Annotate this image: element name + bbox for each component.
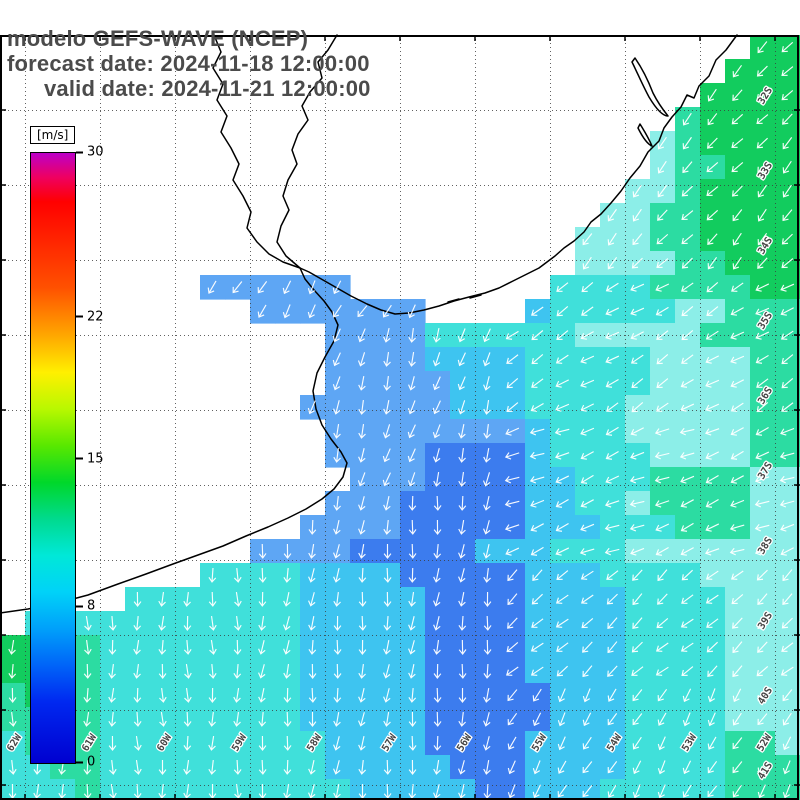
map-frame-layer [0, 35, 800, 800]
colorbar-gradient [30, 152, 76, 764]
ocean-field-layer [0, 35, 800, 800]
colorbar: [m/s] 30 22 15 8 0 [28, 126, 148, 770]
grid-layer [0, 35, 800, 800]
colorbar-tick-label: 0 [87, 754, 96, 770]
coastline-layer [0, 34, 738, 614]
colorbar-tick-mark [76, 457, 83, 460]
colorbar-tick: 15 [76, 451, 104, 466]
valid-date-label: valid date: 2024-11-21 12:00:00 [44, 76, 371, 101]
colorbar-tick-label: 22 [87, 309, 104, 325]
model-title: modelo GEFS-WAVE (NCEP) [7, 26, 309, 51]
colorbar-tick-mark [76, 605, 83, 608]
colorbar-tick-mark [76, 315, 83, 318]
colorbar-unit-label: [m/s] [30, 126, 76, 144]
map-header: modelo GEFS-WAVE (NCEP) forecast date: 2… [7, 26, 371, 101]
colorbar-tick-label: 30 [87, 144, 104, 160]
colorbar-tick-label: 8 [87, 598, 96, 614]
wind-arrow-layer [8, 41, 795, 799]
colorbar-tick: 22 [76, 309, 104, 324]
colorbar-tick: 30 [76, 145, 104, 160]
colorbar-tick-mark [76, 151, 83, 153]
forecast-date-label: forecast date: 2024-11-18 12:00:00 [7, 51, 370, 76]
colorbar-tick: 0 [76, 755, 95, 770]
colorbar-tick-mark [76, 761, 83, 763]
colorbar-tick-label: 15 [87, 451, 104, 467]
colorbar-tick: 8 [76, 599, 95, 614]
